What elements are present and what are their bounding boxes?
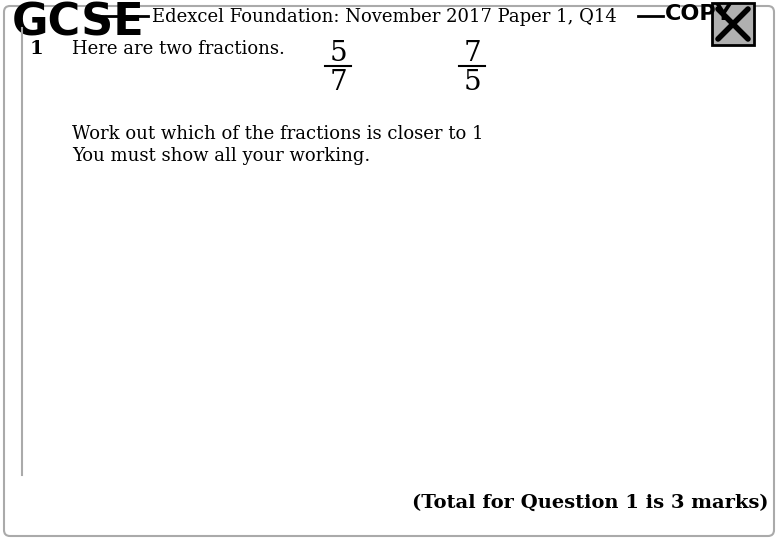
Text: 5: 5 <box>329 40 347 67</box>
Text: 7: 7 <box>329 69 347 96</box>
Text: 1: 1 <box>30 40 44 58</box>
Text: 5: 5 <box>463 69 480 96</box>
Text: 7: 7 <box>463 40 481 67</box>
Text: You must show all your working.: You must show all your working. <box>72 147 370 165</box>
Text: Edexcel Foundation: November 2017 Paper 1, Q14: Edexcel Foundation: November 2017 Paper … <box>152 8 617 26</box>
Text: Here are two fractions.: Here are two fractions. <box>72 40 285 58</box>
Text: COPY: COPY <box>665 4 732 24</box>
Text: GCSE: GCSE <box>12 2 145 45</box>
FancyBboxPatch shape <box>4 6 774 536</box>
Text: Work out which of the fractions is closer to 1: Work out which of the fractions is close… <box>72 125 484 143</box>
Text: (Total for Question 1 is 3 marks): (Total for Question 1 is 3 marks) <box>412 494 768 512</box>
Bar <box>712 3 754 45</box>
